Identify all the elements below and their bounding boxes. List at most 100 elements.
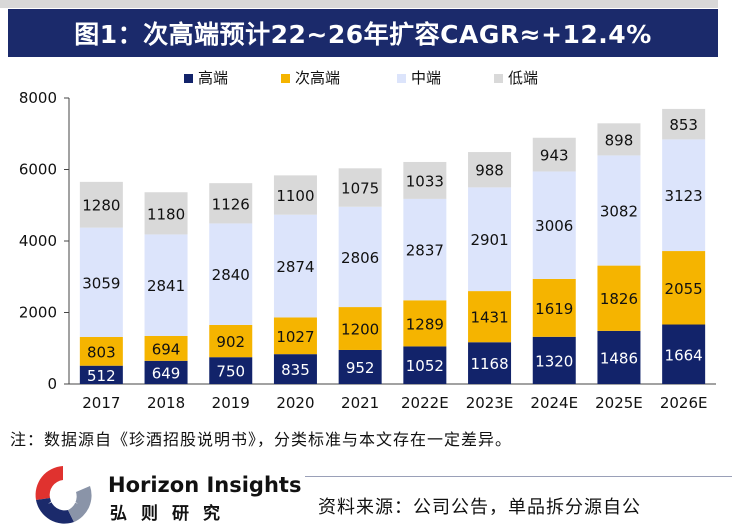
bar-segment bbox=[209, 183, 253, 224]
bar-segment bbox=[144, 192, 188, 235]
data-label: 2901 bbox=[470, 231, 508, 249]
bar-segment bbox=[468, 342, 512, 384]
x-tick-label: 2025E bbox=[595, 394, 643, 412]
data-label: 1052 bbox=[406, 357, 444, 375]
y-tick-label: 0 bbox=[47, 375, 57, 393]
bar-segment bbox=[597, 123, 641, 156]
legend-label: 高端 bbox=[198, 69, 228, 87]
data-label: 1126 bbox=[212, 195, 250, 213]
bar-segment bbox=[403, 198, 447, 301]
data-label: 3082 bbox=[600, 203, 638, 221]
legend-label: 低端 bbox=[508, 69, 538, 87]
y-tick-label: 2000 bbox=[19, 304, 57, 322]
bar-segment bbox=[403, 161, 447, 199]
bar-segment bbox=[338, 307, 382, 350]
data-label: 1320 bbox=[535, 352, 573, 370]
data-label: 1431 bbox=[470, 309, 508, 327]
bar-segment bbox=[79, 365, 123, 384]
bar-segment bbox=[273, 175, 317, 215]
data-label: 1280 bbox=[82, 197, 120, 215]
brand-name-cn: 弘则研究 bbox=[110, 504, 234, 524]
y-tick-label: 6000 bbox=[19, 161, 57, 179]
data-label: 1619 bbox=[535, 300, 573, 318]
data-label: 1168 bbox=[470, 355, 508, 373]
data-label: 803 bbox=[87, 343, 116, 361]
bar-segment bbox=[597, 155, 641, 266]
x-tick-label: 2023E bbox=[466, 394, 514, 412]
data-label: 898 bbox=[605, 131, 634, 149]
data-label: 1200 bbox=[341, 321, 379, 339]
x-tick-label: 2022E bbox=[401, 394, 449, 412]
data-label: 902 bbox=[216, 333, 245, 351]
legend-swatch bbox=[494, 74, 503, 83]
data-label: 649 bbox=[152, 364, 181, 382]
bar-segment bbox=[532, 137, 576, 172]
data-label: 1289 bbox=[406, 315, 444, 333]
bar-segment bbox=[597, 330, 641, 384]
bar-segment bbox=[209, 357, 253, 384]
data-label: 1826 bbox=[600, 290, 638, 308]
stacked-bar-chart: 高端 次高端 中端 低端 0 2000 4000 6000 8000 512 803 3059 1280… bbox=[19, 69, 716, 412]
data-label: 2837 bbox=[406, 242, 444, 260]
data-label: 512 bbox=[87, 367, 116, 385]
x-tick-label: 2024E bbox=[530, 394, 578, 412]
x-tick-label: 2026E bbox=[660, 394, 708, 412]
bar-segment bbox=[468, 152, 512, 188]
bar-segment bbox=[403, 300, 447, 347]
x-tick-label: 2021 bbox=[341, 394, 379, 412]
footnote: 注：数据源自《珍酒招股说明书》，分类标准与本文存在一定差异。 bbox=[10, 430, 513, 449]
data-label: 1033 bbox=[406, 172, 444, 190]
data-label: 1027 bbox=[276, 328, 314, 346]
x-tick-label: 2018 bbox=[147, 394, 185, 412]
bar-segment bbox=[662, 251, 706, 325]
data-label: 1100 bbox=[276, 187, 314, 205]
data-label: 2841 bbox=[147, 277, 185, 295]
x-tick-label: 2019 bbox=[212, 394, 250, 412]
bar-segment bbox=[79, 227, 123, 337]
data-label: 853 bbox=[669, 116, 698, 134]
bar-segment bbox=[662, 139, 706, 252]
source-note: 资料来源：公司公告，单品拆分源自公 bbox=[318, 497, 641, 518]
bar-segment bbox=[273, 354, 317, 384]
bar-segment bbox=[338, 206, 382, 308]
data-label: 694 bbox=[152, 340, 181, 358]
bar-segment bbox=[662, 324, 706, 384]
data-label: 2055 bbox=[665, 280, 703, 298]
bar-segment bbox=[532, 171, 576, 279]
horizon-logo-icon bbox=[35, 466, 92, 524]
bar-segment bbox=[273, 317, 317, 355]
x-tick-label: 2020 bbox=[276, 394, 314, 412]
bar-segment bbox=[144, 234, 188, 336]
data-label: 988 bbox=[475, 162, 504, 180]
data-label: 2874 bbox=[276, 258, 314, 276]
bar-segment bbox=[79, 336, 123, 366]
bar-segment bbox=[209, 223, 253, 325]
y-tick-label: 8000 bbox=[19, 89, 57, 107]
data-label: 3123 bbox=[665, 187, 703, 205]
footer-divider bbox=[305, 476, 732, 477]
legend-swatch bbox=[397, 74, 406, 83]
data-label: 952 bbox=[346, 359, 375, 377]
bar-segment bbox=[338, 349, 382, 384]
bar-segment bbox=[338, 168, 382, 207]
bar-segment bbox=[273, 214, 317, 318]
legend-label: 次高端 bbox=[295, 69, 340, 87]
x-tick-label: 2017 bbox=[82, 394, 120, 412]
bar-segment bbox=[662, 108, 706, 140]
bar-segment bbox=[532, 336, 576, 384]
legend-swatch bbox=[281, 74, 290, 83]
bar-segment bbox=[532, 278, 576, 337]
bar-segment bbox=[403, 346, 447, 384]
bar-segment bbox=[209, 324, 253, 358]
brand-name-en: Horizon Insights bbox=[108, 473, 302, 497]
data-label: 2806 bbox=[341, 249, 379, 267]
data-label: 3059 bbox=[82, 274, 120, 292]
chart-title: 图1：次高端预计22~26年扩容CAGR≈+12.4% bbox=[8, 9, 718, 57]
bar-segment bbox=[468, 187, 512, 292]
data-label: 1075 bbox=[341, 180, 379, 198]
bar-segment bbox=[597, 265, 641, 331]
data-label: 1664 bbox=[665, 346, 703, 364]
y-tick-label: 4000 bbox=[19, 232, 57, 250]
data-label: 750 bbox=[216, 363, 245, 381]
data-label: 3006 bbox=[535, 217, 573, 235]
